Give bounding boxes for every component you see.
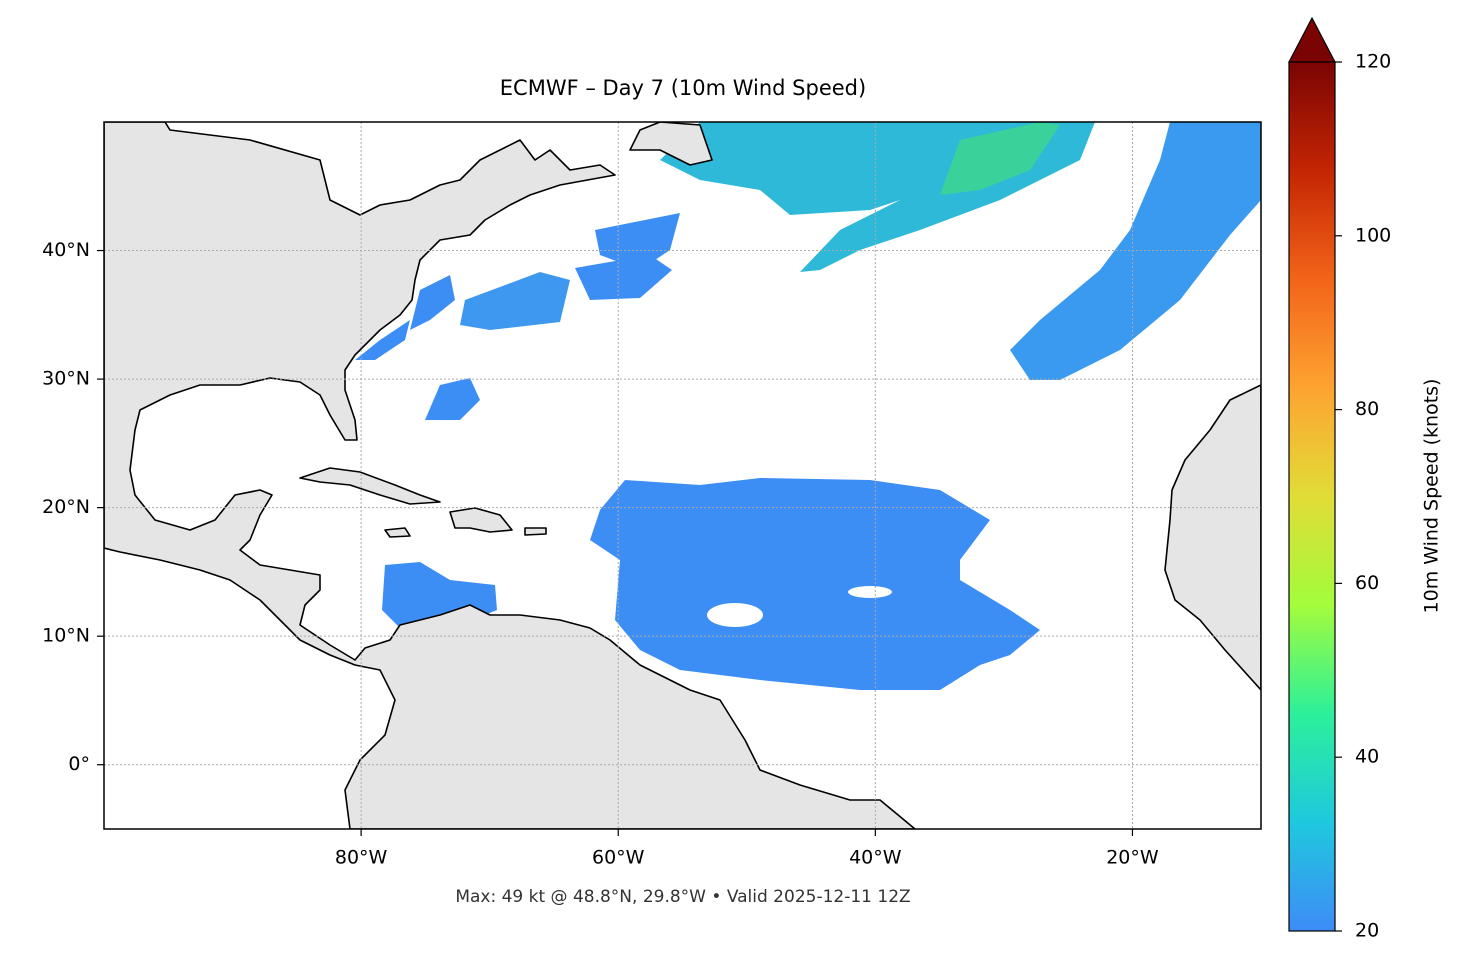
wind-area [940,122,1060,195]
colorbar [1288,61,1336,932]
x-tick-label: 40°W [849,847,902,869]
wind-area [410,275,455,330]
y-tick-label: 40°N [42,239,90,261]
colorbar-tick-label: 120 [1355,51,1391,73]
colorbar-tick-label: 40 [1355,746,1379,768]
colorbar-label: 10m Wind Speed (knots) [1421,379,1443,614]
colorbar-tick-label: 80 [1355,398,1379,420]
jamaica [384,527,411,538]
colorbar-tick-label: 60 [1355,572,1379,594]
wind-field [355,122,1261,690]
wind-area [460,272,570,330]
wind-area [425,378,480,420]
land [104,122,1261,829]
africa [1164,384,1261,691]
puerto-rico [524,527,547,536]
x-tick-label: 20°W [1106,847,1159,869]
y-tick-label: 0° [68,753,90,775]
x-tick-label: 60°W [592,847,645,869]
map-area [104,122,1261,829]
wind-area [355,320,410,360]
hispaniola [449,507,513,533]
map-title: ECMWF – Day 7 (10m Wind Speed) [500,76,866,100]
americas [104,122,916,829]
cuba [299,467,441,505]
wind-area [1010,122,1261,380]
footer-note: Max: 49 kt @ 48.8°N, 29.8°W • Valid 2025… [455,887,910,907]
wind-gap [707,603,763,627]
wind-area [575,255,672,300]
y-tick-label: 10°N [42,625,90,647]
wind-area [590,478,1040,690]
wind-area [595,213,680,270]
wind-gap [848,586,892,598]
y-tick-label: 20°N [42,496,90,518]
y-tick-label: 30°N [42,368,90,390]
x-tick-label: 80°W [335,847,388,869]
map-frame [103,121,1262,830]
colorbar-tick-label: 100 [1355,224,1391,246]
grid [104,122,1261,829]
colorbar-tick-label: 20 [1355,920,1379,942]
